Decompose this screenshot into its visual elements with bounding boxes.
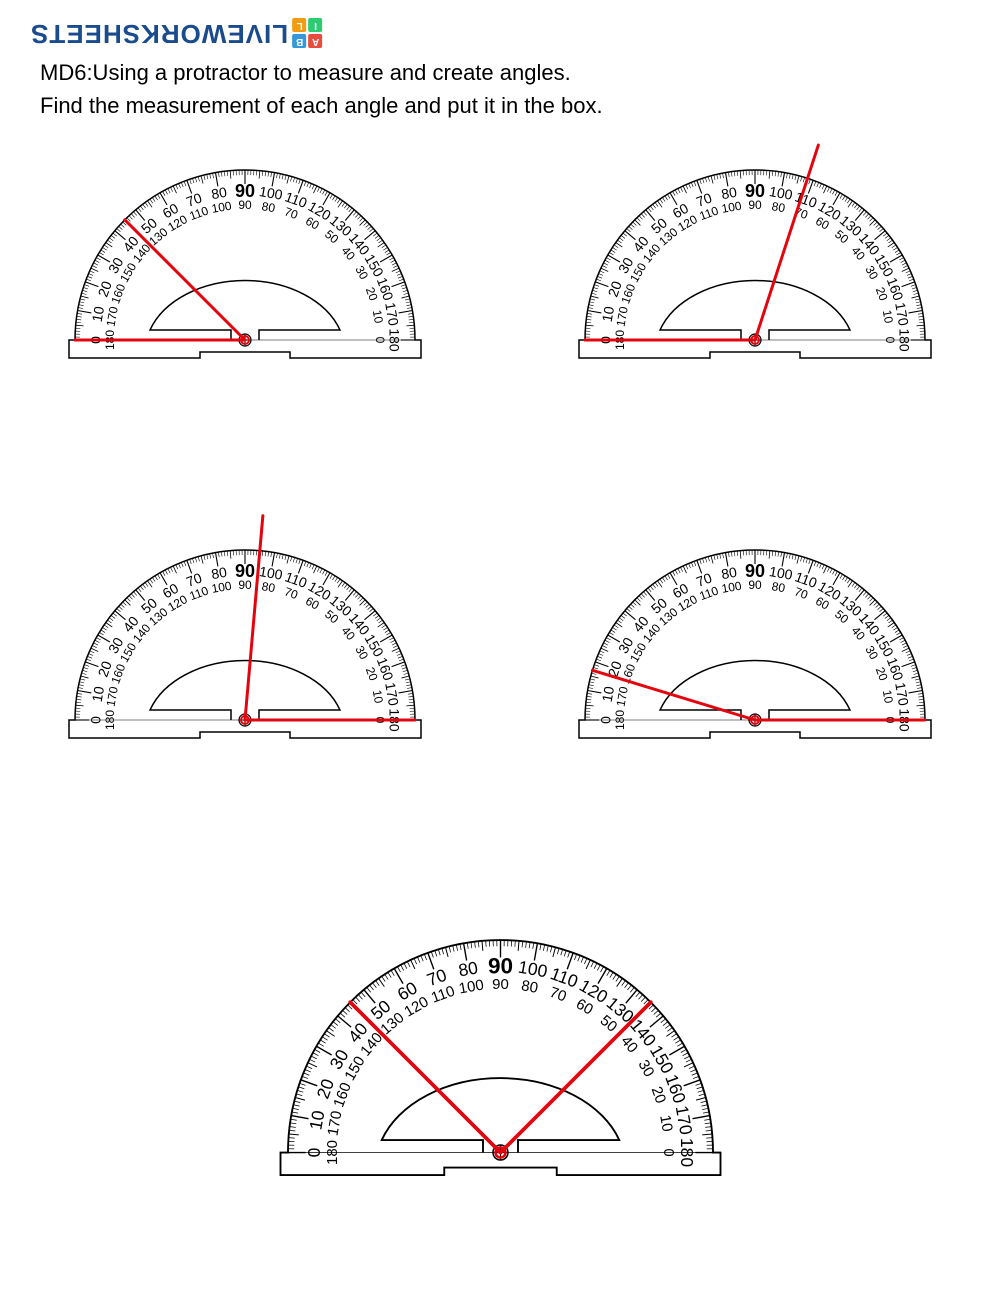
svg-text:180: 180	[676, 1138, 696, 1167]
svg-text:0: 0	[88, 716, 104, 724]
protractor-svg: 0180101702016030150401405013060120701108…	[545, 510, 965, 765]
protractor-svg: 0180101702016030150401405013060120701108…	[35, 130, 455, 385]
svg-text:90: 90	[748, 578, 762, 592]
svg-text:90: 90	[748, 198, 762, 212]
svg-text:0: 0	[304, 1147, 324, 1157]
svg-text:180: 180	[386, 328, 402, 352]
svg-text:10: 10	[656, 1114, 676, 1133]
protractor-4: 0180101702016030150401405013060120701108…	[545, 510, 965, 770]
protractor-svg: 0180101702016030150401405013060120701108…	[35, 510, 455, 765]
instructions: MD6:Using a protractor to measure and cr…	[40, 56, 603, 122]
row-2: 0180101702016030150401405013060120701108…	[0, 510, 1000, 770]
protractor-5: 0180101702016030150401405013060120701108…	[238, 890, 763, 1214]
svg-text:10: 10	[880, 689, 896, 705]
svg-text:90: 90	[238, 198, 252, 212]
svg-text:180: 180	[613, 710, 627, 730]
svg-text:180: 180	[103, 710, 117, 730]
protractor-svg: 0180101702016030150401405013060120701108…	[545, 130, 965, 385]
row-3: 0180101702016030150401405013060120701108…	[0, 890, 1000, 1214]
svg-text:180: 180	[323, 1140, 340, 1165]
svg-text:80: 80	[771, 579, 787, 595]
svg-text:80: 80	[261, 199, 277, 215]
svg-text:90: 90	[238, 578, 252, 592]
svg-text:10: 10	[370, 309, 386, 325]
watermark-text: LIVEWORKSHEETS	[30, 18, 288, 49]
svg-text:80: 80	[519, 977, 538, 997]
protractor-2: 0180101702016030150401405013060120701108…	[545, 130, 965, 390]
svg-text:80: 80	[261, 579, 277, 595]
protractor-svg: 0180101702016030150401405013060120701108…	[238, 890, 763, 1209]
svg-text:90: 90	[487, 953, 512, 978]
svg-text:0: 0	[598, 716, 614, 724]
svg-text:90: 90	[492, 976, 509, 993]
svg-text:0: 0	[883, 337, 897, 344]
protractor-3: 0180101702016030150401405013060120701108…	[35, 510, 455, 770]
svg-text:10: 10	[370, 689, 386, 705]
worksheet-area: 0180101702016030150401405013060120701108…	[0, 130, 1000, 1214]
instruction-line-1: MD6:Using a protractor to measure and cr…	[40, 56, 603, 89]
watermark-logo-grid: ABIL	[292, 19, 322, 49]
svg-text:0: 0	[373, 337, 387, 344]
svg-text:0: 0	[660, 1148, 677, 1156]
instruction-line-2: Find the measurement of each angle and p…	[40, 89, 603, 122]
row-1: 0180101702016030150401405013060120701108…	[0, 130, 1000, 390]
protractor-1: 0180101702016030150401405013060120701108…	[35, 130, 455, 390]
svg-text:180: 180	[896, 328, 912, 352]
svg-text:10: 10	[880, 309, 896, 325]
watermark: ABIL LIVEWORKSHEETS	[30, 18, 322, 49]
svg-text:80: 80	[771, 199, 787, 215]
